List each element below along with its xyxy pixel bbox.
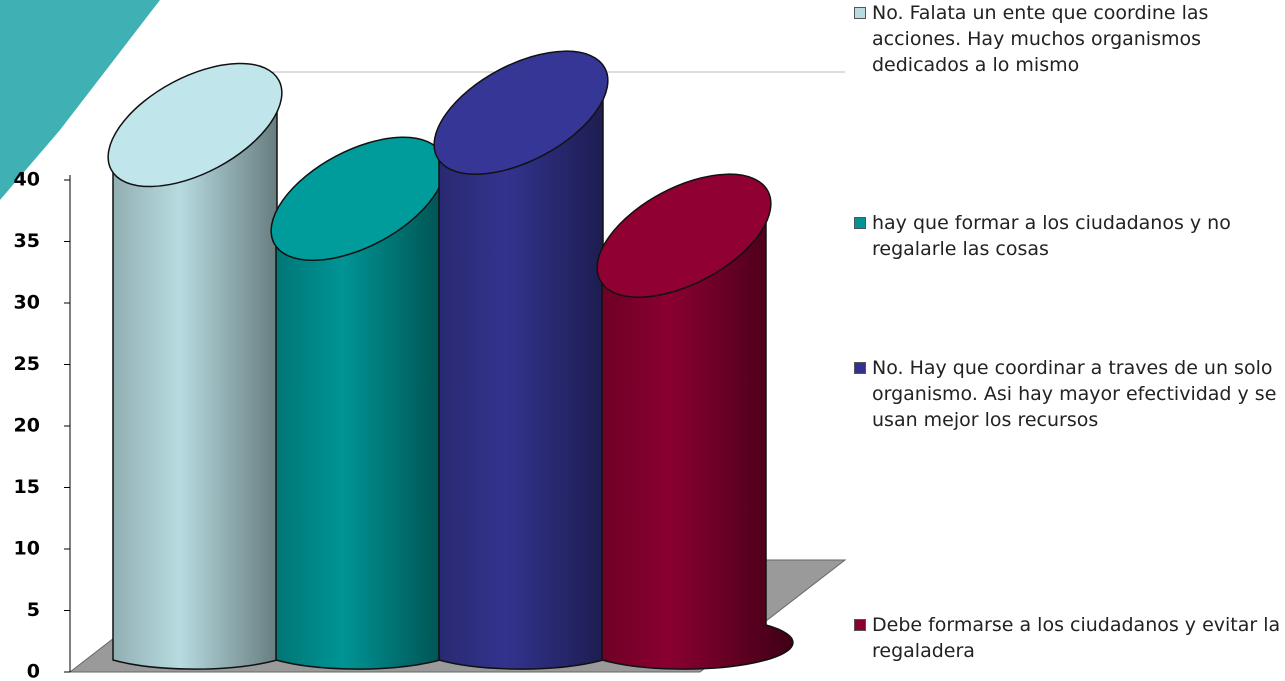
legend-swatch <box>854 362 866 374</box>
legend-item: hay que formar a los ciudadanos y no reg… <box>852 210 1285 262</box>
legend-item: Debe formarse a los ciudadanos y evitar … <box>852 612 1285 664</box>
y-tick-label: 35 <box>14 230 40 252</box>
legend-label: Debe formarse a los ciudadanos y evitar … <box>872 614 1281 662</box>
legend-label: hay que formar a los ciudadanos y no reg… <box>872 212 1231 260</box>
legend-swatch <box>854 217 866 229</box>
y-tick-label: 0 <box>27 661 40 681</box>
y-tick-label: 20 <box>14 415 40 437</box>
y-tick-label: 15 <box>14 476 40 498</box>
legend-swatch <box>854 619 866 631</box>
decoration <box>0 0 160 200</box>
bar-top <box>433 50 609 175</box>
bar <box>601 189 794 670</box>
legend-item: No. Hay que coordinar a traves de un sol… <box>852 355 1285 433</box>
legend-item: No. Falata un ente que coordine las acci… <box>852 0 1285 78</box>
legend-swatch <box>854 7 866 19</box>
y-tick-label: 5 <box>27 599 40 621</box>
y-tick-label: 25 <box>14 353 40 375</box>
y-tick-label: 30 <box>14 292 40 314</box>
bar-top <box>107 62 283 188</box>
legend-label: No. Falata un ente que coordine las acci… <box>872 2 1209 76</box>
bar-top <box>596 173 772 298</box>
y-tick-label: 40 <box>14 169 40 191</box>
y-tick-label: 10 <box>14 538 40 560</box>
legend-label: No. Hay que coordinar a traves de un sol… <box>872 357 1277 431</box>
